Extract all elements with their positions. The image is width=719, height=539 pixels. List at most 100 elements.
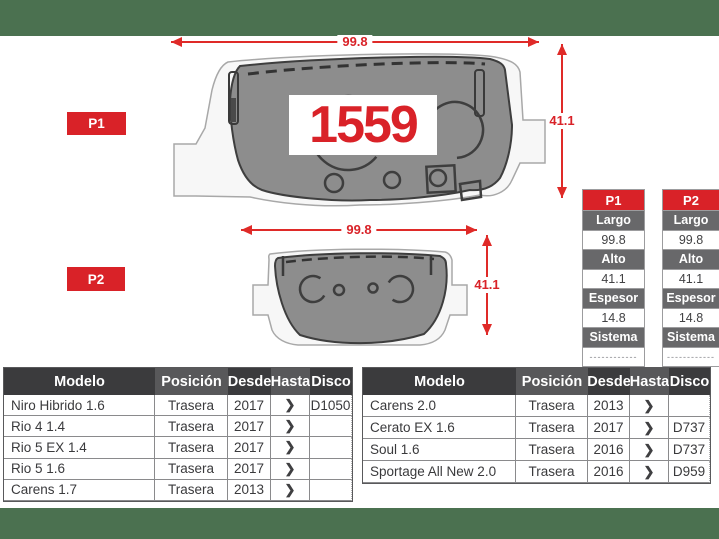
dimension-height-p1: 41.1 xyxy=(547,44,577,198)
cell-disco xyxy=(310,437,352,459)
column-header-hasta: Hasta xyxy=(271,368,310,395)
cell-disco: D1050 xyxy=(310,395,352,417)
clip-pin-left xyxy=(228,71,239,125)
rivet-hole-left xyxy=(332,283,346,297)
spec-table-p2: P2 Largo 99.8 Alto 41.1 Espesor 14.8 Sis… xyxy=(662,189,719,367)
spec-value: 14.8 xyxy=(663,308,719,327)
cell-modelo: Rio 5 EX 1.4 xyxy=(4,437,155,459)
cell-desde: 2013 xyxy=(588,395,630,417)
arrow-down-icon xyxy=(557,187,567,198)
spec-title: P2 xyxy=(663,190,719,210)
cell-modelo: Rio 4 1.4 xyxy=(4,416,155,438)
chevron-right-icon: ❯ xyxy=(271,458,310,480)
column-header-disco: Disco xyxy=(669,368,710,395)
application-table-left: Modelo Posición Desde Hasta Disco Niro H… xyxy=(3,367,353,502)
arrow-right-icon xyxy=(528,37,539,47)
spec-value: ------------ xyxy=(663,347,719,366)
chevron-right-icon: ❯ xyxy=(271,416,310,438)
cell-desde: 2017 xyxy=(228,416,271,438)
spec-label: Sistema xyxy=(583,328,644,347)
arrow-down-icon xyxy=(482,324,492,335)
cell-modelo: Niro Hibrido 1.6 xyxy=(4,395,155,417)
spec-label: Espesor xyxy=(663,289,719,308)
friction-material xyxy=(273,252,448,345)
brake-pad-p2-svg xyxy=(252,248,468,346)
part-number: 1559 xyxy=(289,95,437,155)
cell-disco: D959 xyxy=(669,461,710,483)
cell-posicion: Trasera xyxy=(155,479,228,501)
brake-pad-drawing-p2 xyxy=(246,240,478,355)
cell-posicion: Trasera xyxy=(516,395,588,417)
spec-value: 99.8 xyxy=(663,230,719,249)
cell-posicion: Trasera xyxy=(516,461,588,483)
spec-value: 41.1 xyxy=(663,269,719,288)
rivet-hole-left xyxy=(323,172,345,194)
chevron-right-icon: ❯ xyxy=(630,439,669,461)
spec-title: P1 xyxy=(583,190,644,210)
chevron-right-icon: ❯ xyxy=(630,417,669,439)
spec-label: Sistema xyxy=(663,328,719,347)
cell-modelo: Soul 1.6 xyxy=(363,439,516,461)
column-header-posicion: Posición xyxy=(516,368,588,395)
cell-desde: 2017 xyxy=(588,417,630,439)
spec-label: Alto xyxy=(583,250,644,269)
cell-modelo: Cerato EX 1.6 xyxy=(363,417,516,439)
sensor-slot xyxy=(425,163,457,195)
spec-label: Largo xyxy=(663,211,719,230)
chevron-right-icon: ❯ xyxy=(271,437,310,459)
cell-desde: 2016 xyxy=(588,439,630,461)
dimension-value: 99.8 xyxy=(341,223,377,237)
spec-value: 41.1 xyxy=(583,269,644,288)
chevron-right-icon: ❯ xyxy=(271,479,310,501)
bracket-outline xyxy=(458,179,483,202)
sensor-hole xyxy=(428,168,448,188)
chevron-right-icon: ❯ xyxy=(630,395,669,417)
column-header-desde: Desde xyxy=(587,368,631,395)
column-header-posicion: Posición xyxy=(155,368,228,395)
dimension-value: 99.8 xyxy=(337,35,373,49)
dimension-width-p1: 99.8 xyxy=(171,35,539,51)
cell-disco xyxy=(310,416,352,438)
cell-disco xyxy=(669,395,710,417)
cell-posicion: Trasera xyxy=(155,437,228,459)
dimension-width-p2: 99.8 xyxy=(241,223,477,239)
column-header-modelo: Modelo xyxy=(363,368,516,395)
spec-value: 99.8 xyxy=(583,230,644,249)
spec-value: 14.8 xyxy=(583,308,644,327)
wear-groove-arc-left xyxy=(298,274,328,304)
arrow-left-icon xyxy=(171,37,182,47)
cell-desde: 2017 xyxy=(228,437,271,459)
cell-desde: 2017 xyxy=(228,395,271,417)
cell-posicion: Trasera xyxy=(155,416,228,438)
cell-modelo: Carens 2.0 xyxy=(363,395,516,417)
shim-dashed-line xyxy=(285,255,435,264)
arrow-right-icon xyxy=(466,225,477,235)
cell-desde: 2017 xyxy=(228,458,271,480)
chevron-right-icon: ❯ xyxy=(630,461,669,483)
dimension-height-p2: 41.1 xyxy=(472,235,502,335)
chevron-right-icon: ❯ xyxy=(271,395,310,417)
top-green-bar xyxy=(0,0,719,36)
cell-disco xyxy=(310,479,352,501)
spec-label: Espesor xyxy=(583,289,644,308)
cell-posicion: Trasera xyxy=(155,395,228,417)
bottom-green-bar xyxy=(0,508,719,539)
spec-label: Largo xyxy=(583,211,644,230)
clip-pin-left-inner xyxy=(231,98,236,122)
cell-modelo: Rio 5 1.6 xyxy=(4,458,155,480)
dimension-value: 41.1 xyxy=(547,113,577,129)
cell-posicion: Trasera xyxy=(155,458,228,480)
shim-dashed-line xyxy=(247,61,486,76)
cell-modelo: Carens 1.7 xyxy=(4,479,155,501)
arrow-left-icon xyxy=(241,225,252,235)
application-table-right: Modelo Posición Desde Hasta Disco Carens… xyxy=(362,367,711,484)
rivet-hole-center xyxy=(382,170,402,190)
arrow-up-icon xyxy=(557,44,567,55)
cell-disco: D737 xyxy=(669,417,710,439)
column-header-desde: Desde xyxy=(228,368,271,395)
cell-desde: 2013 xyxy=(228,479,271,501)
arrow-up-icon xyxy=(482,235,492,246)
cell-modelo: Sportage All New 2.0 xyxy=(363,461,516,483)
cell-posicion: Trasera xyxy=(516,439,588,461)
